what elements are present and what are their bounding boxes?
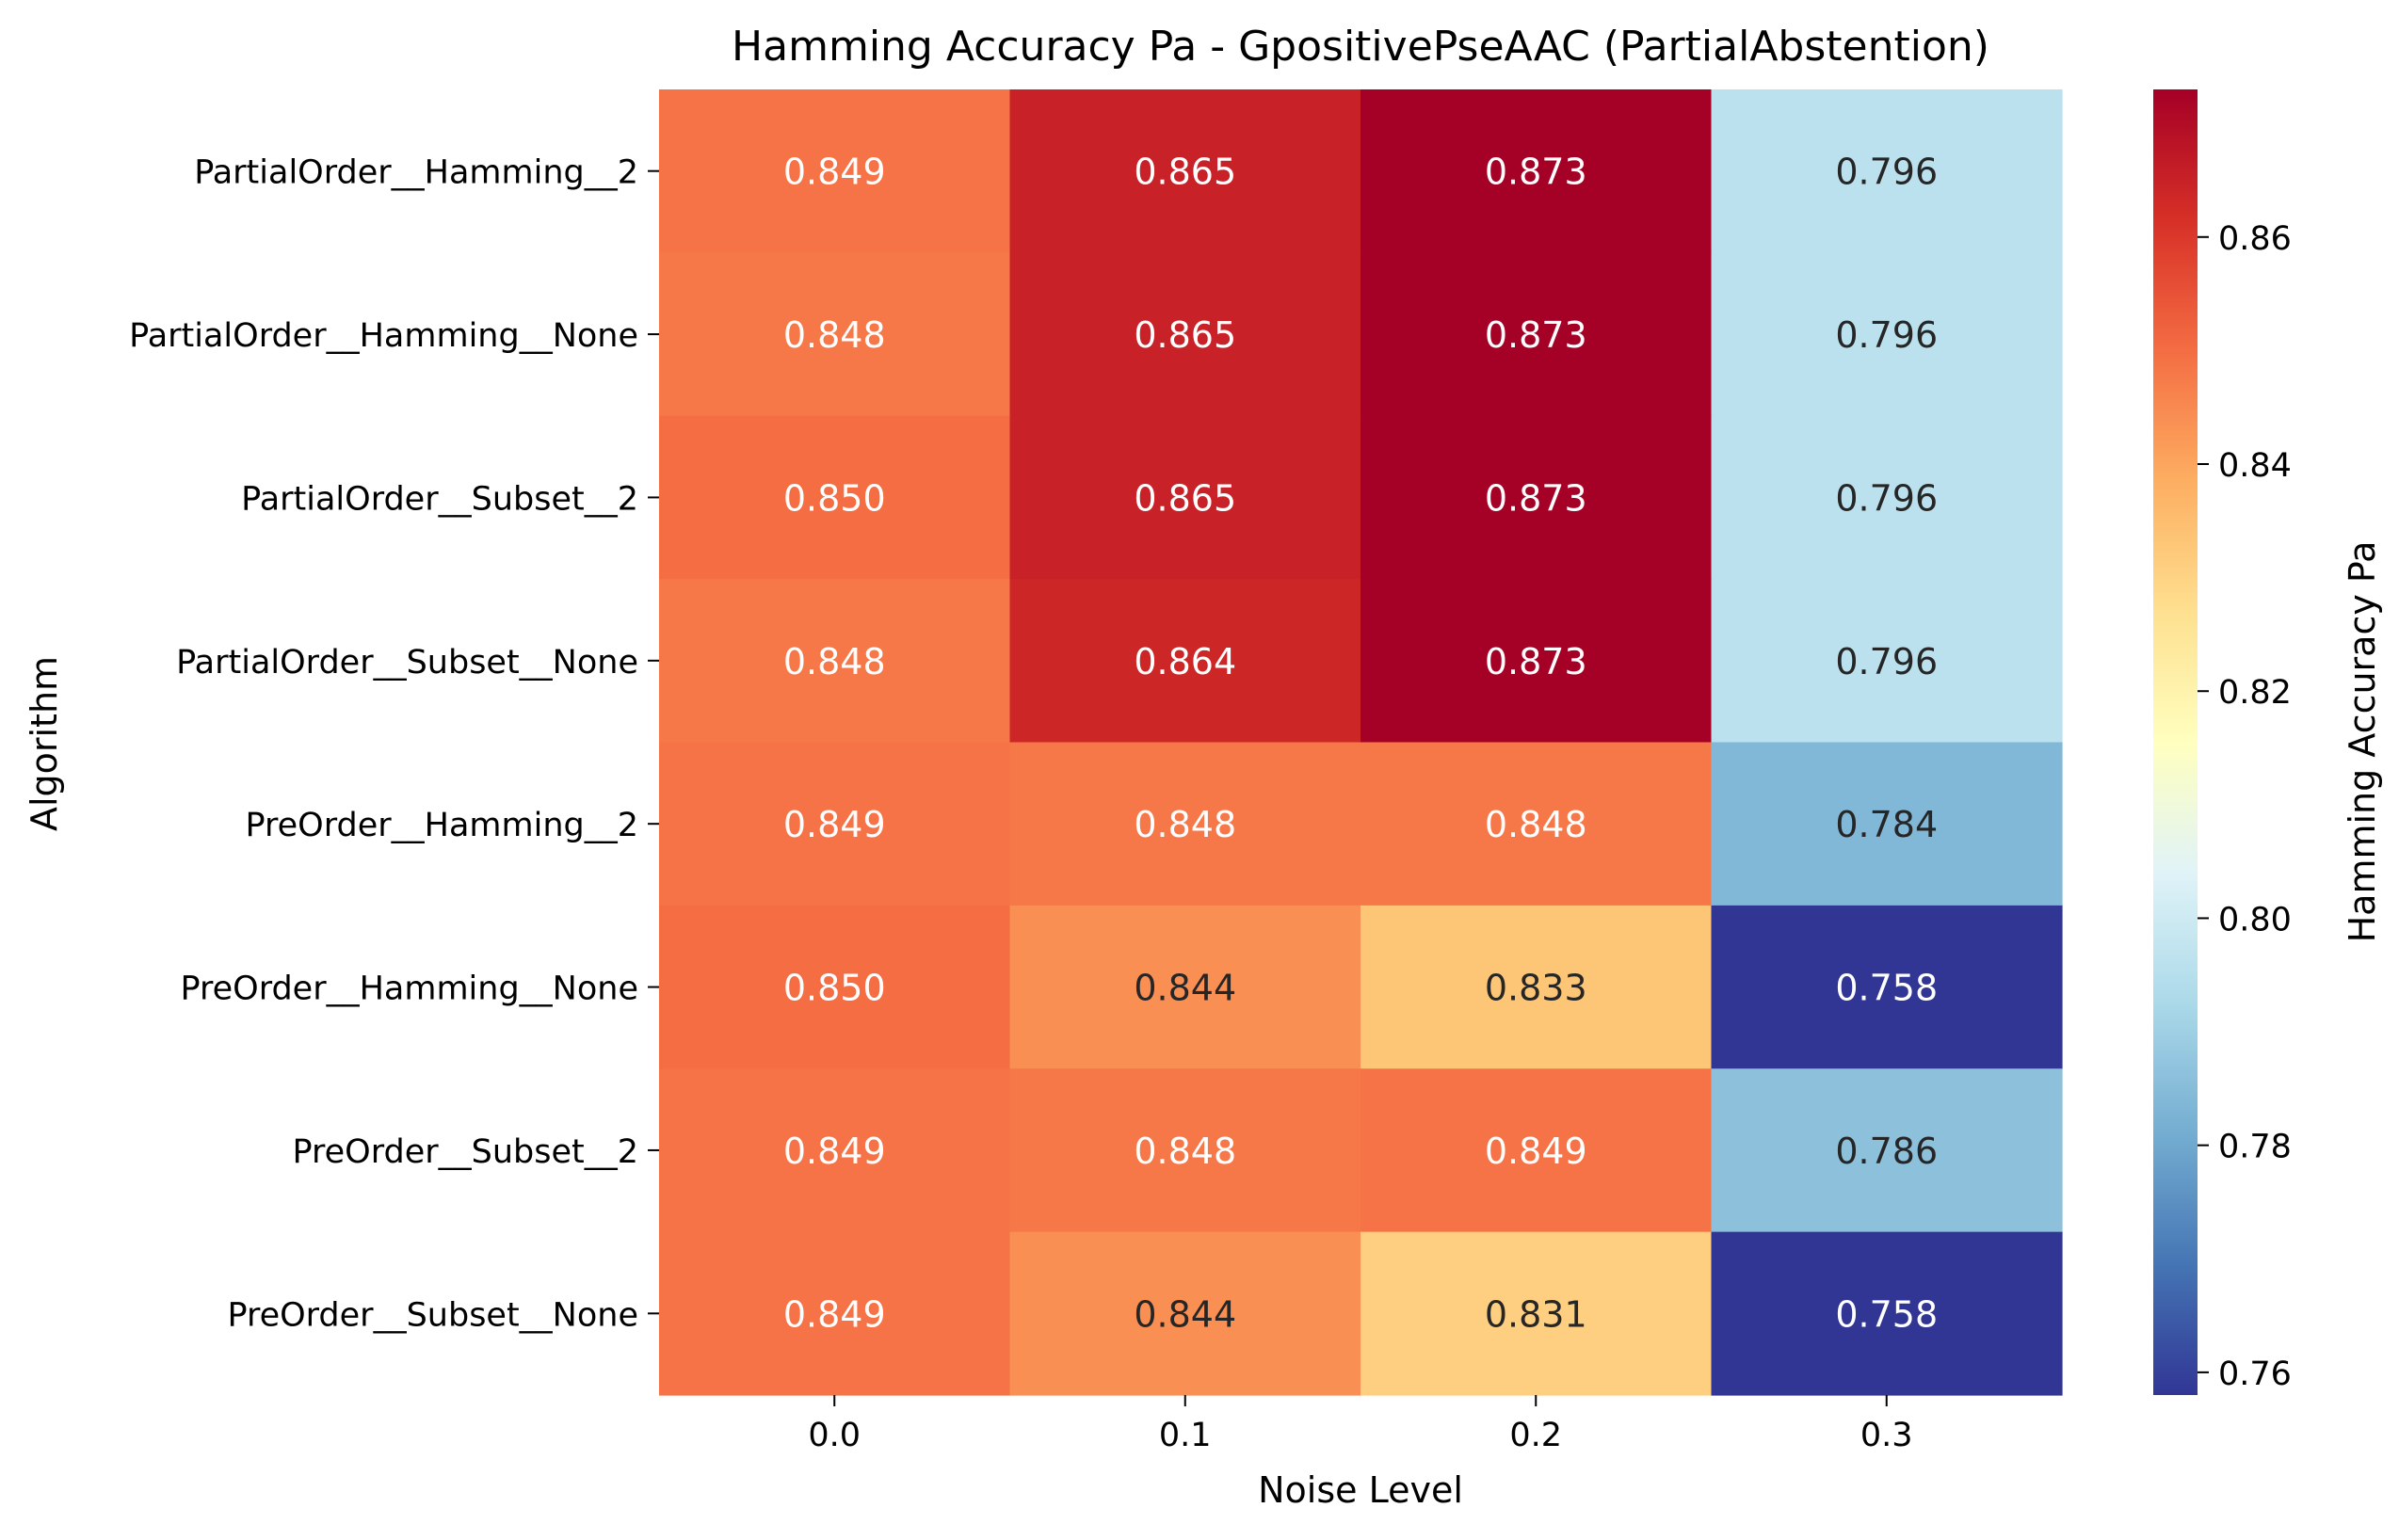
heatmap-cell xyxy=(1361,905,1713,1069)
cell-value-label: 0.850 xyxy=(783,968,886,1009)
cell-value-label: 0.865 xyxy=(1134,314,1236,356)
heatmap-cell xyxy=(1009,905,1361,1069)
heatmap-cell xyxy=(1361,415,1713,580)
heatmap-cell xyxy=(659,252,1011,417)
y-tick-label: PreOrder__Subset__2 xyxy=(293,1133,638,1171)
heatmap-cell xyxy=(1361,89,1713,253)
heatmap-cell xyxy=(1361,1231,1713,1396)
cell-value-label: 0.848 xyxy=(783,314,886,356)
x-axis-ticks: 0.0 0.1 0.2 0.3 xyxy=(808,1395,1913,1454)
cell-value-label: 0.796 xyxy=(1835,641,1938,682)
cell-value-label: 0.796 xyxy=(1835,477,1938,519)
x-axis-label: Noise Level xyxy=(1258,1469,1463,1511)
heatmap-cell xyxy=(1711,252,2063,417)
colorbar-tick-label: 0.86 xyxy=(2218,220,2292,258)
cell-value-label: 0.786 xyxy=(1835,1131,1938,1172)
colorbar-tick-label: 0.84 xyxy=(2218,447,2292,485)
cell-value-label: 0.833 xyxy=(1485,968,1587,1009)
cell-value-label: 0.865 xyxy=(1134,477,1236,519)
cell-value-label: 0.796 xyxy=(1835,314,1938,356)
x-tick-label: 0.2 xyxy=(1509,1417,1562,1454)
heatmap-cell xyxy=(1009,415,1361,580)
cell-value-label: 0.873 xyxy=(1485,314,1587,356)
y-tick-label: PreOrder__Hamming__2 xyxy=(246,807,638,844)
cell-value-label: 0.758 xyxy=(1835,968,1938,1009)
colorbar-tick-label: 0.76 xyxy=(2218,1356,2292,1393)
cell-value-label: 0.844 xyxy=(1134,968,1236,1009)
y-tick-label: PreOrder__Hamming__None xyxy=(181,971,639,1008)
cell-value-label: 0.873 xyxy=(1485,641,1587,682)
heatmap-cell xyxy=(659,89,1011,253)
cell-value-label: 0.848 xyxy=(1134,804,1236,845)
heatmap-cell xyxy=(1711,89,2063,253)
cell-value-label: 0.865 xyxy=(1134,152,1236,193)
heatmap-cell xyxy=(1009,1231,1361,1396)
heatmap-cell xyxy=(1009,252,1361,417)
heatmap-cell xyxy=(1711,1231,2063,1396)
cell-value-label: 0.844 xyxy=(1134,1293,1236,1335)
cell-value-label: 0.849 xyxy=(783,152,886,193)
y-tick-label: PartialOrder__Hamming__2 xyxy=(194,154,638,192)
chart-title: Hamming Accuracy Pa - GpositivePseAAC (P… xyxy=(732,23,1989,71)
heatmap-cell xyxy=(1361,742,1713,906)
heatmap-cell xyxy=(659,579,1011,744)
y-axis-label: Algorithm xyxy=(24,656,65,831)
heatmap-cell xyxy=(659,1231,1011,1396)
colorbar: 0.76 0.78 0.80 0.82 0.84 0.86 Hamming Accurac… xyxy=(2153,89,2383,1395)
colorbar-tick-label: 0.80 xyxy=(2218,901,2292,938)
cell-value-label: 0.850 xyxy=(783,477,886,519)
heatmap-cells xyxy=(659,89,2063,1396)
heatmap-cell-labels: 0.849 0.865 0.873 0.796 0.848 0.865 0.873 0.796… xyxy=(783,152,1938,1336)
heatmap-cell xyxy=(1361,579,1713,744)
heatmap-cell xyxy=(1711,579,2063,744)
cell-value-label: 0.873 xyxy=(1485,152,1587,193)
cell-value-label: 0.849 xyxy=(1485,1131,1587,1172)
y-tick-label: PartialOrder__Subset__2 xyxy=(241,480,638,518)
cell-value-label: 0.873 xyxy=(1485,477,1587,519)
colorbar-ticks: 0.76 0.78 0.80 0.82 0.84 0.86 xyxy=(2198,220,2292,1393)
colorbar-label: Hamming Accuracy Pa xyxy=(2342,541,2383,943)
heatmap-cell xyxy=(1711,905,2063,1069)
colorbar-gradient xyxy=(2153,89,2198,1395)
heatmap-cell xyxy=(1009,742,1361,906)
heatmap-cell xyxy=(1711,415,2063,580)
heatmap-cell xyxy=(1009,579,1361,744)
x-tick-label: 0.0 xyxy=(808,1417,861,1454)
y-tick-label: PartialOrder__Hamming__None xyxy=(129,317,638,355)
cell-value-label: 0.848 xyxy=(783,641,886,682)
heatmap-cell xyxy=(1361,1068,1713,1233)
cell-value-label: 0.784 xyxy=(1835,804,1938,845)
heatmap-cell xyxy=(1009,1068,1361,1233)
heatmap-cell xyxy=(1711,1068,2063,1233)
cell-value-label: 0.848 xyxy=(1485,804,1587,845)
cell-value-label: 0.864 xyxy=(1134,641,1236,682)
x-tick-label: 0.1 xyxy=(1159,1417,1212,1454)
heatmap-cell xyxy=(659,905,1011,1069)
y-tick-label: PreOrder__Subset__None xyxy=(227,1296,638,1334)
cell-value-label: 0.849 xyxy=(783,804,886,845)
cell-value-label: 0.848 xyxy=(1134,1131,1236,1172)
heatmap-cell xyxy=(659,742,1011,906)
colorbar-tick-label: 0.82 xyxy=(2218,674,2292,712)
cell-value-label: 0.831 xyxy=(1485,1293,1587,1335)
cell-value-label: 0.796 xyxy=(1835,152,1938,193)
heatmap-cell xyxy=(1711,742,2063,906)
heatmap-cell xyxy=(1361,252,1713,417)
x-tick-label: 0.3 xyxy=(1860,1417,1913,1454)
heatmap-cell xyxy=(659,415,1011,580)
heatmap-cell xyxy=(1009,89,1361,253)
colorbar-tick-label: 0.78 xyxy=(2218,1129,2292,1166)
cell-value-label: 0.849 xyxy=(783,1131,886,1172)
cell-value-label: 0.758 xyxy=(1835,1293,1938,1335)
heatmap-cell xyxy=(659,1068,1011,1233)
y-tick-label: PartialOrder__Subset__None xyxy=(176,644,638,682)
cell-value-label: 0.849 xyxy=(783,1293,886,1335)
y-axis-ticks: PartialOrder__Hamming__2 PartialOrder__Ha… xyxy=(129,154,659,1334)
